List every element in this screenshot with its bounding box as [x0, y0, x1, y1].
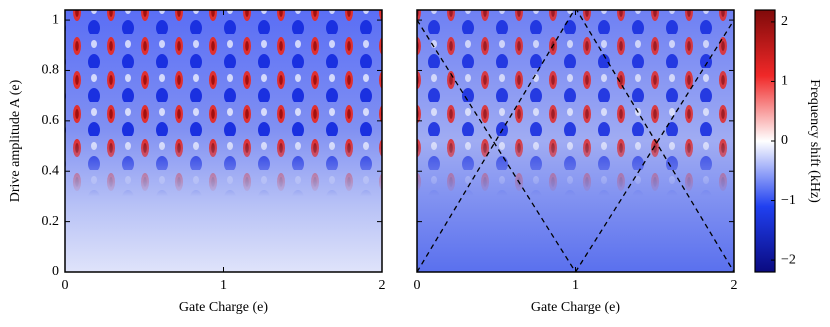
colorbar-tick-label: −2: [781, 252, 796, 267]
x-tick-label: 1: [220, 278, 227, 293]
colorbar-tick-label: −1: [781, 193, 796, 208]
colorbar-label: Frequency shift (kHz): [807, 79, 822, 203]
x-tick-label: 1: [572, 278, 579, 293]
colorbar-tick-label: 2: [781, 14, 788, 29]
x-tick-label: 2: [731, 278, 738, 293]
x-tick-label: 2: [379, 278, 386, 293]
colorbar-tick-label: 0: [781, 133, 788, 148]
dashed-guides: [417, 10, 734, 272]
x-tick-label: 0: [62, 278, 69, 293]
y-tick-label: 0.2: [42, 214, 60, 229]
colorbar-tick-label: 1: [781, 74, 788, 89]
y-tick-label: 0: [52, 264, 59, 279]
x-tick-label: 0: [414, 278, 421, 293]
y-tick-label: 1: [52, 12, 59, 27]
y-axis-label: Drive amplitude A (e): [8, 79, 23, 202]
x-axis-label: Gate Charge (e): [179, 300, 268, 315]
heatmap-image: [65, 10, 734, 272]
y-tick-label: 0.6: [42, 113, 60, 128]
y-tick-label: 0.8: [42, 63, 60, 78]
y-tick-label: 0.4: [42, 163, 60, 178]
x-axis-label: Gate Charge (e): [531, 300, 620, 315]
